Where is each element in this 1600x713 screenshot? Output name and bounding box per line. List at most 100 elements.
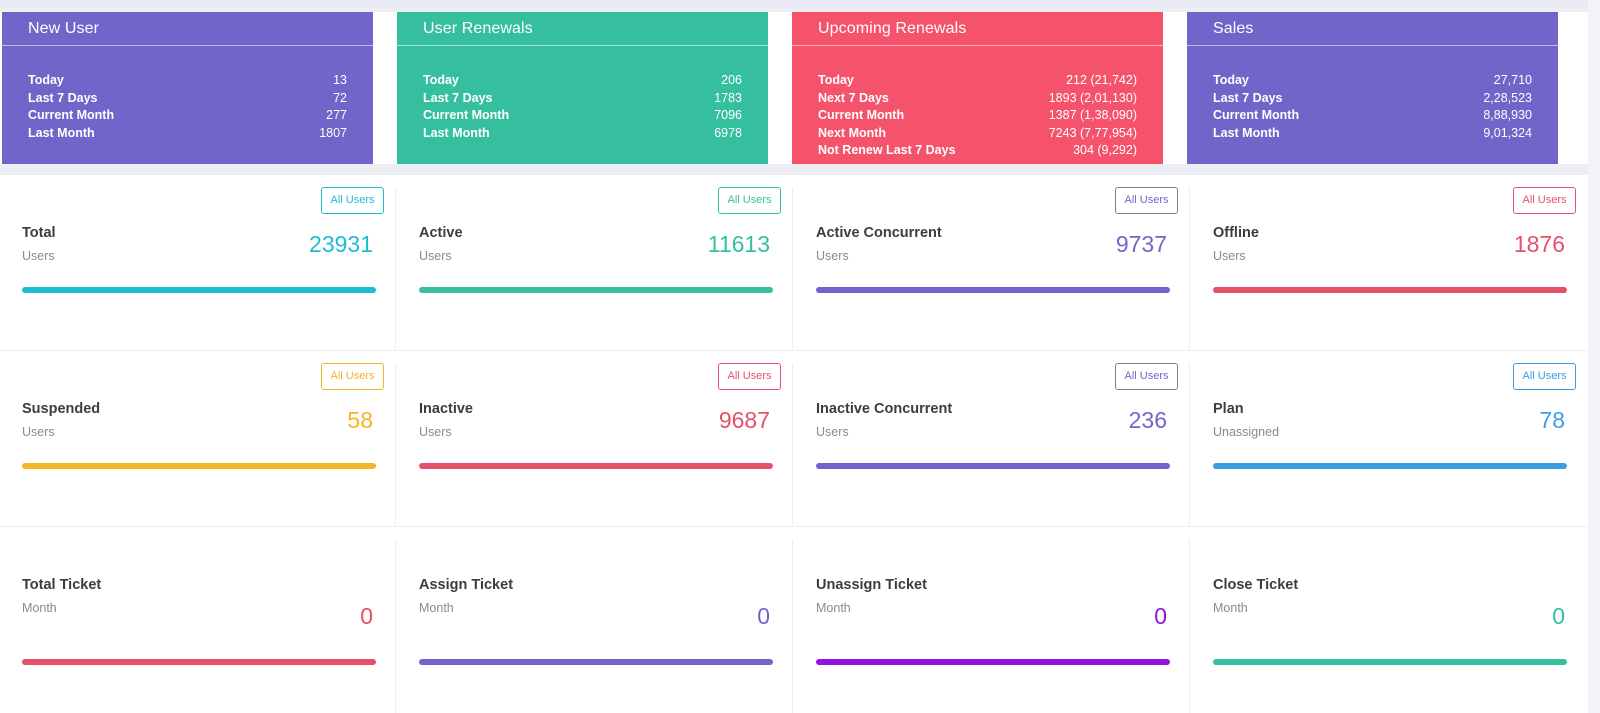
stat-subtitle: Users [419,249,452,263]
stat-row: Total Ticket Month 0 Assign Ticket Month 0 Una… [0,526,1588,713]
stat-progress-bar [816,287,1170,293]
stats-panel: All Users Total Users 23931 All Users Active U… [0,174,1588,713]
stat-title: Inactive [419,401,473,417]
summary-line-value: 7096 [714,108,742,122]
summary-line-last-7-days: Last 7 Days 2,28,523 [1213,90,1532,108]
stat-progress-bar [419,463,773,469]
stat-title: Assign Ticket [419,577,514,593]
summary-card-body: Today 27,710 Last 7 Days 2,28,523 Current Mo… [1187,46,1558,142]
summary-line-today: Today 27,710 [1213,72,1532,90]
stat-value: 0 [1154,603,1167,629]
summary-line-last-7-days: Last 7 Days 72 [28,90,347,108]
stat-card-total-ticket: Total Ticket Month 0 [0,539,396,713]
stat-progress-bar [816,463,1170,469]
stat-card-active: All Users Active Users 11613 [397,187,793,351]
stat-card-inactive-concurrent: All Users Inactive Concurrent Users 236 [794,363,1190,527]
summary-card-title: Sales [1187,12,1558,46]
stat-card-inactive: All Users Inactive Users 9687 [397,363,793,527]
stat-title: Unassign Ticket [816,577,927,593]
stat-title: Total Ticket [22,577,102,593]
all-users-button[interactable]: All Users [321,187,384,214]
stat-title: Active Concurrent [816,225,942,241]
summary-card-user-renewals: User Renewals Today 206 Last 7 Days 1783 Curr… [397,12,768,164]
summary-line-not-renew-last-7-days: Not Renew Last 7 Days 304 (9,292) [818,142,1137,160]
stat-progress-bar [22,463,376,469]
stat-progress-bar [22,659,376,665]
summary-line-value: 9,01,324 [1483,125,1532,140]
summary-line-value: 1807 [319,125,347,140]
summary-line-value: 206 [721,73,742,87]
stat-subtitle: Month [1213,601,1248,615]
summary-line-value: 304 (9,292) [1073,143,1137,157]
summary-line-today: Today 212 (21,742) [818,72,1137,90]
summary-line-label: Next 7 Days [818,90,889,105]
summary-line-value: 277 [326,108,347,122]
stat-title: Inactive Concurrent [816,401,953,417]
summary-card-title: Upcoming Renewals [792,12,1163,46]
stat-row: All Users Suspended Users 58 All Users Inacti… [0,350,1588,527]
summary-line-label: Last 7 Days [423,90,493,105]
summary-line-last-month: Last Month 6978 [423,125,742,143]
summary-line-today: Today 206 [423,72,742,90]
stat-subtitle: Month [22,601,57,615]
summary-line-label: Last 7 Days [1213,90,1283,105]
summary-line-label: Last 7 Days [28,90,98,105]
summary-card-title: User Renewals [397,12,768,46]
all-users-button[interactable]: All Users [718,187,781,214]
summary-line-label: Last Month [1213,125,1280,140]
stat-row: All Users Total Users 23931 All Users Active U… [0,174,1588,351]
summary-line-next-month: Next Month 7243 (7,77,954) [818,125,1137,143]
stat-card-close-ticket: Close Ticket Month 0 [1191,539,1587,713]
stat-card-total: All Users Total Users 23931 [0,187,396,351]
stat-title: Plan [1213,401,1244,417]
stat-value: 0 [757,603,770,629]
summary-line-value: 212 (21,742) [1066,73,1137,87]
summary-line-value: 1387 (1,38,090) [1048,108,1137,122]
stat-subtitle: Unassigned [1213,425,1280,439]
summary-line-label: Today [818,73,854,87]
stat-value: 236 [1128,407,1167,433]
page-top-strip [0,0,1600,7]
summary-line-label: Last Month [28,125,95,140]
summary-card-new-user: New User Today 13 Last 7 Days 72 Current Mont… [2,12,373,164]
stat-value: 9737 [1115,231,1167,257]
stat-value: 11613 [707,231,770,257]
summary-card-body: Today 206 Last 7 Days 1783 Current Month 7096… [397,46,768,142]
stat-subtitle: Month [816,601,851,615]
stat-card-assign-ticket: Assign Ticket Month 0 [397,539,793,713]
summary-line-label: Current Month [1213,108,1300,122]
stat-title: Active [419,225,463,241]
summary-line-value: 1783 [714,90,742,105]
stat-title: Suspended [22,401,101,417]
all-users-button[interactable]: All Users [1513,187,1576,214]
stat-title: Total [22,225,56,241]
stat-subtitle: Users [419,425,452,439]
summary-line-label: Next Month [818,125,887,140]
stat-progress-bar [419,287,773,293]
stat-subtitle: Month [419,601,454,615]
summary-card-sales: Sales Today 27,710 Last 7 Days 2,28,523 Curre… [1187,12,1558,164]
stat-card-plan: All Users Plan Unassigned 78 [1191,363,1587,527]
stat-progress-bar [1213,287,1567,293]
all-users-button[interactable]: All Users [1115,363,1178,390]
summary-line-value: 2,28,523 [1483,90,1532,105]
summary-line-last-month: Last Month 9,01,324 [1213,125,1532,143]
summary-line-current-month: Current Month 277 [28,107,347,125]
summary-line-today: Today 13 [28,72,347,90]
summary-row: New User Today 13 Last 7 Days 72 Current Mont… [0,12,1588,164]
summary-line-label: Current Month [28,108,115,122]
stat-value: 1876 [1513,231,1565,257]
stat-subtitle: Users [816,249,849,263]
summary-line-current-month: Current Month 7096 [423,107,742,125]
stat-value: 9687 [718,407,770,433]
stat-value: 0 [1552,603,1565,629]
page-scrollbar[interactable] [1588,0,1600,713]
all-users-button[interactable]: All Users [718,363,781,390]
all-users-button[interactable]: All Users [1513,363,1576,390]
stat-title: Close Ticket [1213,577,1299,593]
stat-card-offline: All Users Offline Users 1876 [1191,187,1587,351]
all-users-button[interactable]: All Users [1115,187,1178,214]
stat-subtitle: Users [1213,249,1246,263]
stat-progress-bar [1213,463,1567,469]
all-users-button[interactable]: All Users [321,363,384,390]
